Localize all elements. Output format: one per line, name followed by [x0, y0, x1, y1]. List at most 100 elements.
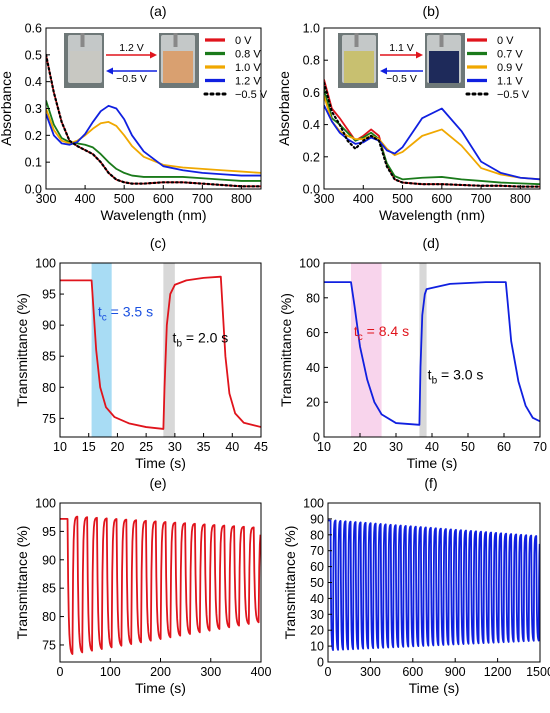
legend-label-4: −0.5 V: [235, 89, 268, 101]
x-tick-label: 900: [445, 665, 466, 679]
x-tick-label: 45: [254, 440, 268, 454]
y-tick-label: 0.0: [25, 183, 42, 197]
panel-3: 10 20 30 40 50 60 70 0 20 40 60 80 100 Time (s) Transm…: [278, 235, 547, 471]
y-tick-label: 80: [310, 528, 324, 542]
plot-frame: [59, 262, 262, 438]
annotation-0: tc = 8.4 s: [354, 323, 409, 343]
y-tick-label: 0.3: [25, 102, 42, 116]
x-tick-label: 700: [192, 192, 213, 206]
series-line-4: [46, 53, 261, 188]
series-line-4: [324, 81, 540, 188]
x-tick-label: 500: [392, 192, 413, 206]
y-tick-label: 0.1: [25, 156, 42, 170]
series-line-3: [46, 104, 261, 177]
y-tick-label: 85: [42, 582, 56, 596]
y-tick-label: 40: [306, 361, 320, 375]
y-tick-label: 40: [310, 592, 324, 606]
y-tick-label: 80: [42, 610, 56, 624]
y-tick-label: 0.4: [303, 118, 320, 132]
y-tick-label: 95: [42, 288, 56, 302]
panel-5: 0300600900120015000102030405060708090100…: [282, 475, 550, 696]
inset-photo: 1.2 V −0.5 V: [64, 33, 199, 88]
series-line-2: [46, 108, 261, 174]
x-tick-label: 800: [510, 192, 531, 206]
y-tick-label: 0.5: [25, 48, 42, 62]
y-axis-title: Transmittance (%): [14, 293, 30, 407]
x-tick-label: 35: [197, 440, 211, 454]
x-axis-title: Wavelength (nm): [100, 207, 206, 223]
legend: 0 V 0.8 V1.0 V 1.2 V−0.5 V: [203, 35, 268, 101]
y-tick-label: 0.4: [25, 75, 42, 89]
legend-label-2: 1.0 V: [235, 62, 261, 74]
x-tick-label: 300: [36, 192, 57, 206]
y-tick-label: 100: [303, 497, 324, 511]
x-tick-label: 30: [389, 440, 403, 454]
series-line-0: [324, 281, 540, 426]
y-tick-label: 0.0: [303, 183, 320, 197]
x-tick-label: 400: [75, 192, 96, 206]
legend-label-1: 0.8 V: [235, 49, 261, 61]
x-tick-label: 300: [200, 665, 221, 679]
highlight-band-1: [163, 263, 175, 437]
y-tick-label: 85: [42, 350, 56, 364]
panel-label: (c): [150, 235, 166, 251]
series-line-1: [324, 88, 540, 186]
inset-vial-1: [429, 51, 459, 83]
highlight-band-0: [351, 263, 382, 437]
x-tick-label: 40: [225, 440, 239, 454]
x-tick-label: 300: [360, 665, 381, 679]
y-tick-label: 80: [42, 381, 56, 395]
legend-label-4: −0.5 V: [497, 89, 530, 101]
y-tick-label: 90: [310, 512, 324, 526]
x-tick-label: 50: [461, 440, 475, 454]
legend: 0 V 0.7 V0.9 V 1.1 V−0.5 V: [465, 35, 530, 101]
inset-vial-0: [344, 51, 374, 83]
x-tick-label: 0: [57, 665, 64, 679]
highlight-band-0: [91, 263, 112, 437]
series-line-1: [46, 100, 261, 182]
x-tick-label: 20: [110, 440, 124, 454]
y-tick-label: 0.6: [25, 22, 42, 36]
y-tick-label: 70: [310, 544, 324, 558]
x-axis-title: Time (s): [135, 680, 186, 696]
y-axis-title: Absorbance: [276, 71, 292, 146]
inset-photo: 1.1 V −0.5 V: [338, 33, 465, 88]
y-axis-title: Transmittance (%): [282, 526, 298, 640]
series-line-0: [60, 515, 261, 655]
y-tick-label: 0.2: [25, 129, 42, 143]
y-tick-label: 10: [310, 640, 324, 654]
x-tick-label: 15: [82, 440, 96, 454]
y-tick-label: 0.8: [303, 54, 320, 68]
panel-label: (a): [149, 3, 166, 19]
inset-top-label: 1.1 V: [389, 42, 414, 54]
plot-frame: [323, 27, 541, 190]
series-line-0: [60, 275, 261, 430]
inset-bottom-label: −0.5 V: [386, 73, 417, 85]
annotation-0: tc = 3.5 s: [98, 303, 153, 323]
x-tick-label: 20: [353, 440, 367, 454]
x-tick-label: 200: [150, 665, 171, 679]
y-axis-title: Absorbance: [0, 71, 14, 146]
y-tick-label: 100: [35, 257, 56, 271]
legend-label-3: 1.2 V: [235, 76, 261, 88]
x-tick-label: 1200: [484, 665, 512, 679]
x-tick-label: 10: [317, 440, 331, 454]
y-tick-label: 60: [310, 560, 324, 574]
inset-vial-0: [70, 51, 100, 83]
legend-label-2: 0.9 V: [497, 62, 523, 74]
x-tick-label: 100: [100, 665, 121, 679]
y-tick-label: 1.0: [303, 22, 320, 36]
inset-top-label: 1.2 V: [119, 42, 144, 54]
legend-label-3: 1.1 V: [497, 76, 523, 88]
panel-4: 0 100 200 300 400 75 80 85 90 95 100 Time (s) Transm…: [14, 475, 271, 696]
annotation-1: tb = 2.0 s: [173, 330, 229, 350]
y-tick-label: 90: [42, 319, 56, 333]
x-tick-label: 400: [251, 665, 272, 679]
x-tick-label: 25: [139, 440, 153, 454]
x-axis-title: Time (s): [407, 455, 458, 471]
series-line-2: [324, 95, 540, 181]
x-tick-label: 800: [231, 192, 252, 206]
panel-2: 10 15 20 25 30 35 40 45 75 80 85 90 95 100 Time (s) Tra…: [14, 235, 268, 471]
y-tick-label: 90: [42, 553, 56, 567]
